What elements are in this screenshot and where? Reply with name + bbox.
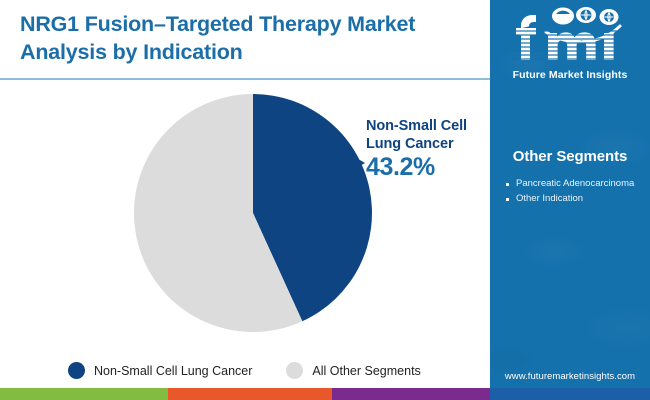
website-url[interactable]: www.futuremarketinsights.com <box>504 371 636 382</box>
legend-item[interactable]: Non-Small Cell Lung Cancer <box>68 362 252 379</box>
other-segments-list: Pancreatic Adenocarcinoma Other Indicatio… <box>490 177 650 206</box>
other-segment-item: Other Indication <box>506 192 644 207</box>
legend-swatch-icon <box>68 362 85 379</box>
legend-label: Non-Small Cell Lung Cancer <box>94 363 253 378</box>
fmi-logo-icon <box>513 7 622 60</box>
pie-chart-svg <box>133 93 372 332</box>
callout-name-line2: Lung Cancer <box>366 135 454 152</box>
logo-tagline: Future Market Insights <box>512 69 628 81</box>
pie-slices <box>133 93 372 332</box>
pie-slice-non-small-cell-lung-cancer[interactable] <box>253 94 372 322</box>
legend-label: All Other Segments <box>312 363 421 378</box>
fmi-logo: Future Market Insights <box>490 6 650 81</box>
page-title: NRG1 Fusion–Targeted Therapy Market Anal… <box>20 12 416 65</box>
other-segment-item: Pancreatic Adenocarcinoma <box>506 177 644 192</box>
pie-slice-all-other-segments[interactable] <box>133 93 303 332</box>
bottom-strip-band <box>0 388 168 400</box>
callout-name: Non-Small Cell Lung Cancer <box>366 118 490 153</box>
pie-chart <box>133 93 373 333</box>
bottom-strip-band <box>490 388 650 400</box>
other-segments-title: Other Segments <box>512 148 628 165</box>
chart-legend: Non-Small Cell Lung Cancer All Other Segm… <box>68 362 421 379</box>
callout-name-line1: Non-Small Cell <box>366 118 467 134</box>
bottom-strip-band <box>168 388 332 400</box>
callout-label: Non-Small Cell Lung Cancer 43.2% <box>366 118 490 182</box>
sidebar-texture <box>490 0 650 400</box>
bottom-color-strip <box>0 388 650 400</box>
legend-item[interactable]: All Other Segments <box>286 362 421 379</box>
title-divider <box>0 78 490 80</box>
main-panel: NRG1 Fusion–Targeted Therapy Market Anal… <box>0 12 490 379</box>
callout-arrow-icon <box>340 158 365 168</box>
legend-swatch-icon <box>286 362 304 379</box>
brand-sidebar: Future Market Insights Other Segments Pa… <box>490 0 650 400</box>
other-segments-block: Other Segments Pancreatic Adenocarcinoma… <box>490 148 650 206</box>
bottom-strip-band <box>332 388 490 400</box>
callout-value: 43.2% <box>366 153 435 182</box>
